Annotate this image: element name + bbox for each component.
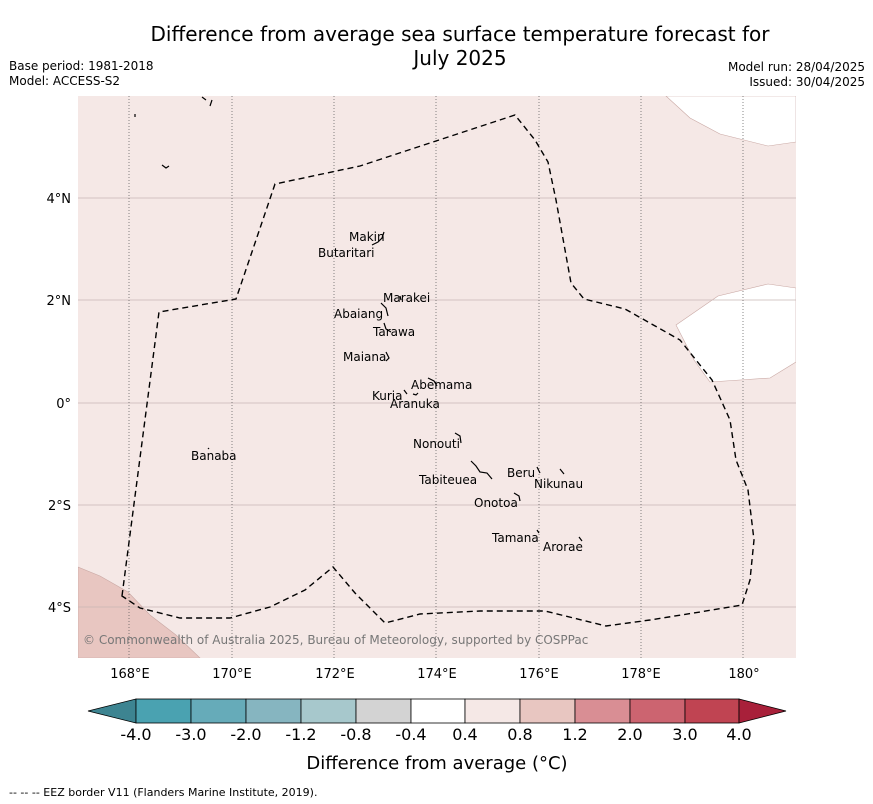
island-label-butaritari: Butaritari xyxy=(318,246,375,260)
colorbar-tick: -2.0 xyxy=(230,725,261,744)
colorbar-tick-labels: -4.0 -3.0 -2.0 -1.2 -0.8 -0.4 0.4 0.8 1.… xyxy=(120,725,751,744)
latitude-labels: 4°N 2°N 0° 2°S 4°S xyxy=(47,192,72,616)
issued-text: Issued: 30/04/2025 xyxy=(749,75,865,89)
colorbar-bin xyxy=(300,698,357,724)
island-label-tamana: Tamana xyxy=(491,531,539,545)
island-label-nonouti: Nonouti xyxy=(413,437,460,451)
colorbar-bin xyxy=(410,698,466,724)
colorbar-bin xyxy=(355,698,412,724)
colorbar-tick: -0.8 xyxy=(340,725,371,744)
latitude-gridlines xyxy=(78,197,796,608)
island-labels: Makin Butaritari Marakei Abaiang Tarawa … xyxy=(191,230,583,554)
longitude-gridlines xyxy=(128,96,744,658)
colorbar-bin xyxy=(245,698,302,724)
longitude-labels: 168°E 170°E 172°E 174°E 176°E 178°E 180° xyxy=(110,667,759,682)
lat-label-4n: 4°N xyxy=(47,192,72,207)
island-label-arorae: Arorae xyxy=(543,540,583,554)
run-info: Model run: 28/04/2025 Issued: 30/04/2025 xyxy=(728,60,865,90)
eez-footnote: -- -- -- EEZ border V11 (Flanders Marine… xyxy=(9,786,318,799)
map-area: Makin Butaritari Marakei Abaiang Tarawa … xyxy=(78,96,796,658)
lon-label-178e: 178°E xyxy=(621,667,661,682)
colorbar-bin xyxy=(190,698,247,724)
colorbar-tick: 0.8 xyxy=(507,725,532,744)
eez-border xyxy=(121,114,755,627)
colorbar-tick: 1.2 xyxy=(562,725,587,744)
colorbar-tick: 2.0 xyxy=(617,725,642,744)
island-label-makin: Makin xyxy=(349,230,385,244)
colorbar-tick: 0.4 xyxy=(452,725,477,744)
model-text: Model: ACCESS-S2 xyxy=(9,74,121,88)
lat-label-4s: 4°S xyxy=(48,601,71,616)
island-label-abemama: Abemama xyxy=(411,378,472,392)
anomaly-below-0-4-north-east xyxy=(665,96,796,147)
ocean-anomaly-0-8-1-2 xyxy=(78,566,201,658)
colorbar-bin xyxy=(574,698,631,724)
colorbar-bin xyxy=(464,698,521,724)
lon-label-168e: 168°E xyxy=(110,667,150,682)
lon-label-174e: 174°E xyxy=(417,667,457,682)
map-title-line1: Difference from average sea surface temp… xyxy=(150,22,770,46)
island-label-nikunau: Nikunau xyxy=(534,477,583,491)
lon-label-180: 180° xyxy=(728,667,759,682)
colorbar-bin xyxy=(629,698,686,724)
colorbar-bin xyxy=(684,698,740,724)
island-label-tabiteuea: Tabiteuea xyxy=(418,473,477,487)
lon-label-176e: 176°E xyxy=(519,667,559,682)
lon-label-172e: 172°E xyxy=(315,667,355,682)
base-period-text: Base period: 1981-2018 xyxy=(9,59,154,73)
island-label-marakei: Marakei xyxy=(383,291,430,305)
map-title: Difference from average sea surface temp… xyxy=(100,22,820,70)
island-coastlines xyxy=(134,96,583,542)
island-label-abaiang: Abaiang xyxy=(334,307,383,321)
colorbar-tick: 4.0 xyxy=(726,725,751,744)
lat-label-0: 0° xyxy=(56,397,71,412)
colorbar-bin xyxy=(519,698,576,724)
colorbar xyxy=(87,698,787,724)
island-label-tarawa: Tarawa xyxy=(372,325,415,339)
island-label-beru: Beru xyxy=(507,466,535,480)
island-label-onotoa: Onotoa xyxy=(474,496,518,510)
ocean-anomaly-0-4-0-8 xyxy=(78,96,796,658)
colorbar-low-extend xyxy=(87,698,137,724)
copyright-text: © Commonwealth of Australia 2025, Bureau… xyxy=(83,633,588,647)
colorbar-tick: 3.0 xyxy=(672,725,697,744)
island-label-banaba: Banaba xyxy=(191,449,237,463)
colorbar-label: Difference from average (°C) xyxy=(306,753,567,774)
island-label-kuria: Kuria xyxy=(372,389,403,403)
colorbar-tick: -3.0 xyxy=(175,725,206,744)
lat-label-2n: 2°N xyxy=(47,294,72,309)
colorbar-bin xyxy=(135,698,192,724)
lon-label-170e: 170°E xyxy=(212,667,252,682)
base-info: Base period: 1981-2018 Model: ACCESS-S2 xyxy=(9,59,154,89)
colorbar-tick: -0.4 xyxy=(395,725,426,744)
island-label-aranuka: Aranuka xyxy=(390,397,440,411)
anomaly-below-0-4-east xyxy=(675,283,796,383)
map-title-line2: July 2025 xyxy=(413,46,507,70)
island-label-maiana: Maiana xyxy=(343,350,386,364)
colorbar-high-extend xyxy=(738,698,787,724)
model-run-text: Model run: 28/04/2025 xyxy=(727,60,865,74)
lat-label-2s: 2°S xyxy=(48,499,71,514)
colorbar-tick: -4.0 xyxy=(120,725,151,744)
colorbar-tick: -1.2 xyxy=(285,725,316,744)
